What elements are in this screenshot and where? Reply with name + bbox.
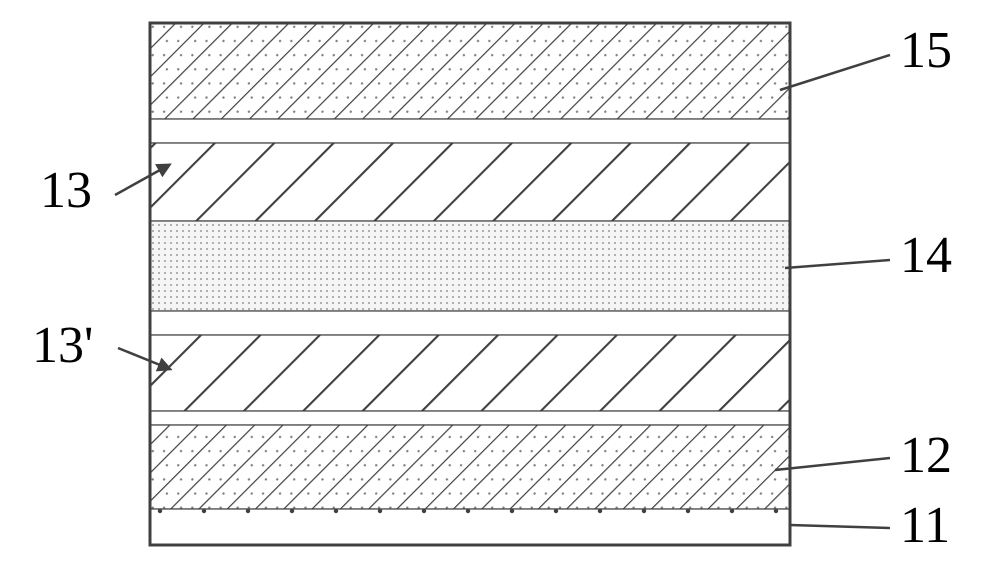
layer-L12 <box>150 425 790 509</box>
leader-15 <box>780 55 890 90</box>
layer-gap3 <box>150 411 790 425</box>
layer-gap2 <box>150 311 790 335</box>
layer-L15 <box>150 23 790 119</box>
label-14: 14 <box>900 230 952 282</box>
layer-gap1 <box>150 119 790 143</box>
leader-12 <box>775 458 890 470</box>
label-13': 13' <box>32 320 93 372</box>
layer-L13p <box>150 335 790 411</box>
layer-L13 <box>150 143 790 221</box>
label-15: 15 <box>900 25 952 77</box>
leader-11 <box>790 525 890 528</box>
layer-L11 <box>150 509 790 545</box>
layer-stack <box>150 23 790 545</box>
layer-diagram-svg <box>0 0 1000 573</box>
label-13: 13 <box>40 165 92 217</box>
label-11: 11 <box>900 500 950 552</box>
layer-L14 <box>150 221 790 311</box>
diagram-stage: 15 13 14 13' 12 11 <box>0 0 1000 573</box>
label-12: 12 <box>900 430 952 482</box>
leader-14 <box>785 260 890 268</box>
